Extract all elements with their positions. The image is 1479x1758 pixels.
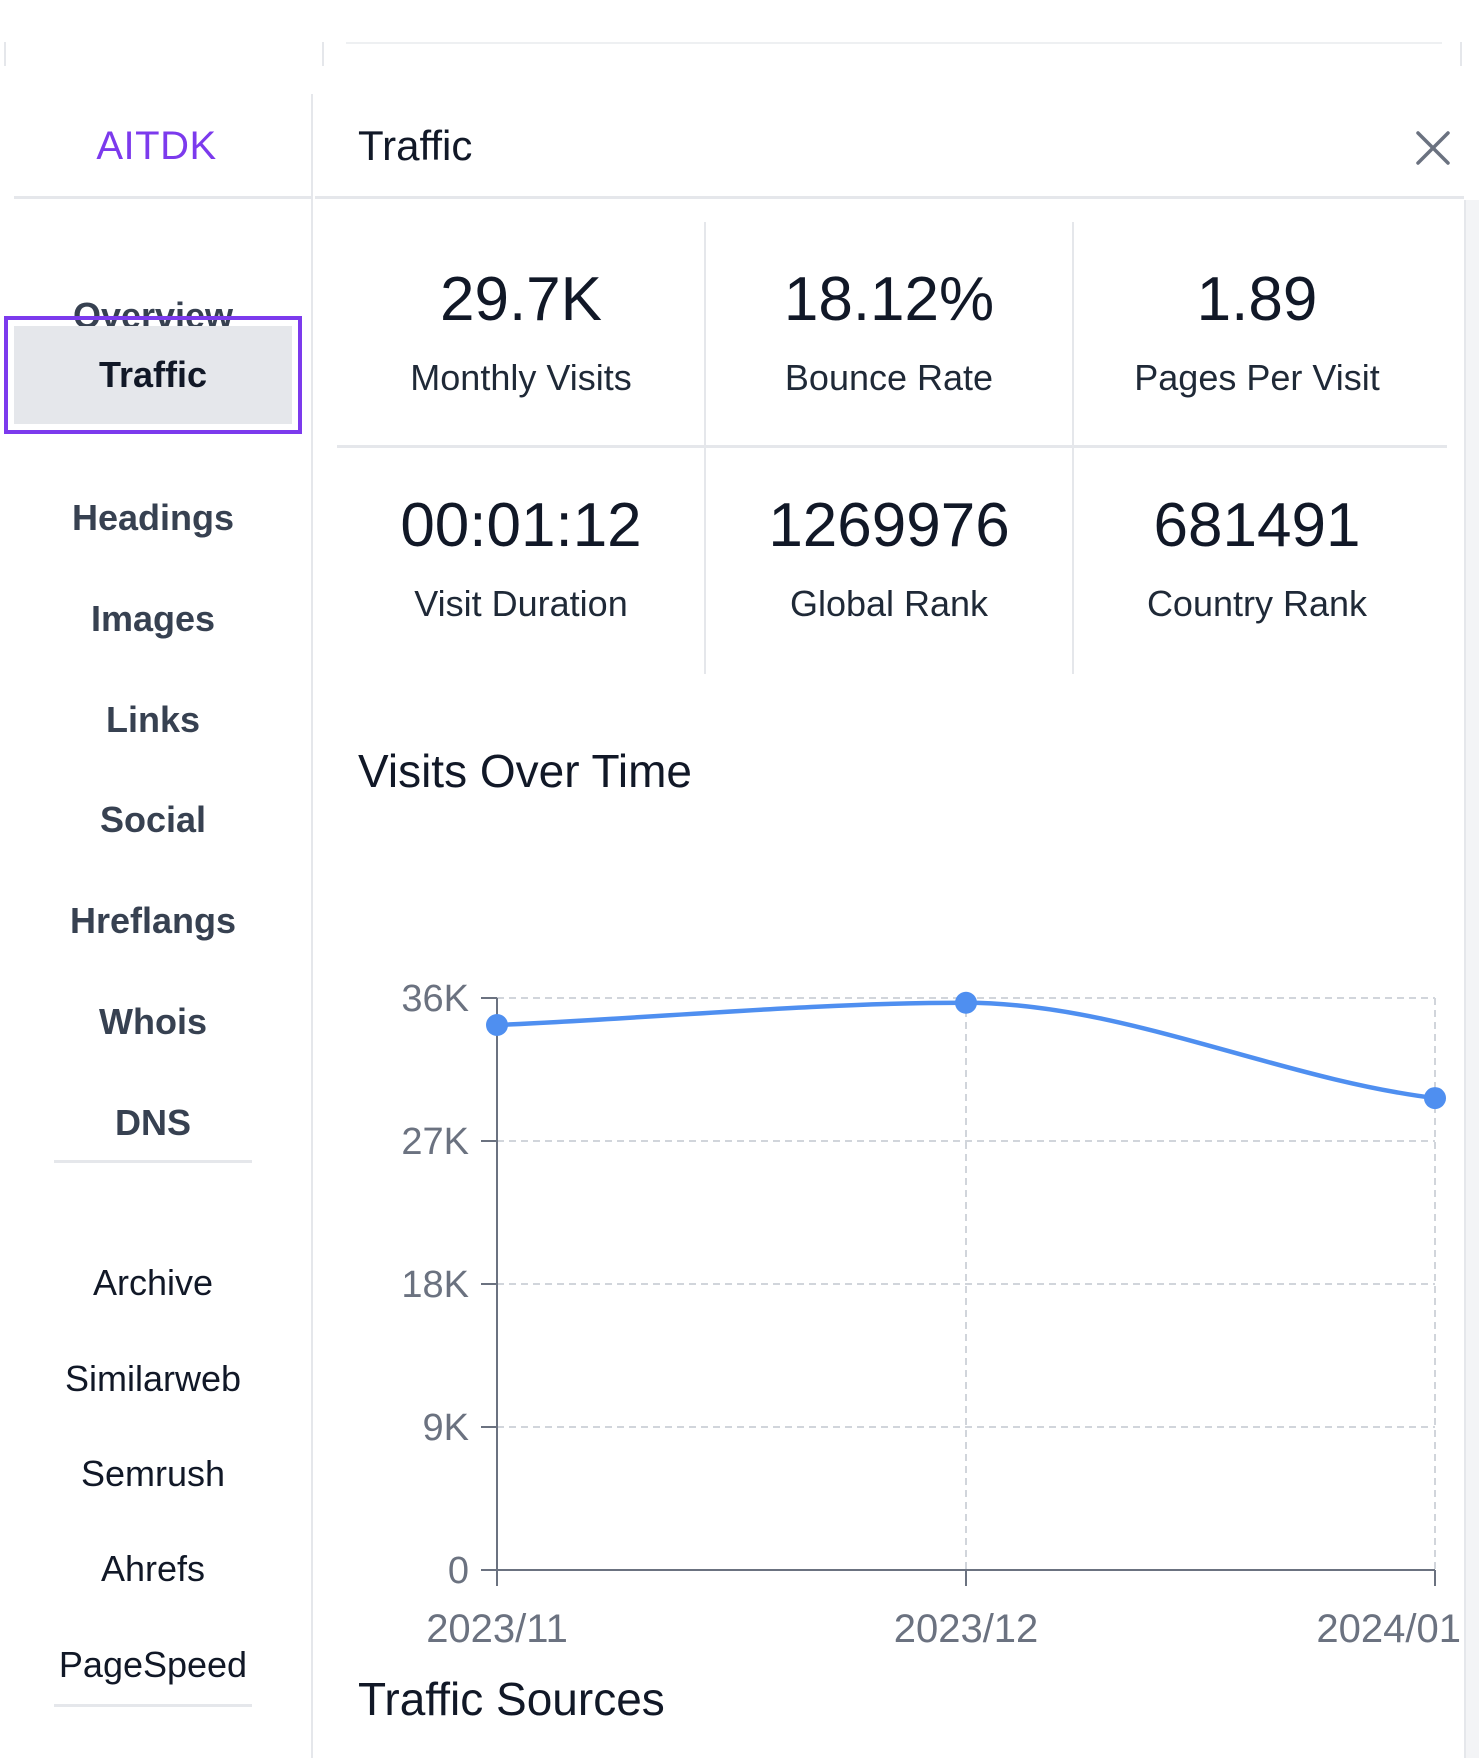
stat-value: 00:01:12 [400,491,642,560]
external-link-label: Archive [92,1262,214,1303]
panel-title: Traffic [358,122,473,169]
x-tick-label: 2023/11 [426,1607,568,1651]
stat-global-rank: 1269976 Global Rank [705,448,1073,672]
stat-label: Bounce Rate [784,357,994,398]
stat-visit-duration: 00:01:12 Visit Duration [337,448,705,672]
stat-label: Visit Duration [414,583,628,624]
stat-monthly-visits: 29.7K Monthly Visits [337,222,705,446]
data-point [955,991,977,1014]
external-link-label: Semrush [80,1453,226,1494]
stat-value: 29.7K [439,265,603,334]
visits-line-chart: 0 9K 18K 27K 36K 2023/11 2023/12 2024/01 [401,978,1461,1651]
external-link-semrush[interactable]: Semrush [4,1439,302,1509]
x-tick-label: 2024/01 [1316,1607,1461,1651]
divider [315,196,1464,199]
sidebar-item-links[interactable]: Links [4,677,302,763]
data-point [1424,1087,1446,1110]
y-tick-label: 27K [401,1121,469,1163]
sidebar-item-label: Social [99,799,207,840]
divider [337,445,1447,448]
stat-pages-per-visit: 1.89 Pages Per Visit [1073,222,1441,446]
y-tick-label: 9K [423,1407,469,1449]
sidebar-item-label: Whois [99,1001,207,1042]
stat-label: Pages Per Visit [1134,357,1380,398]
stat-label: Global Rank [789,583,989,624]
traffic-panel: Traffic 29.7K Monthly Visits 18.12% Boun… [315,94,1479,1758]
visits-over-time-title: Visits Over Time [358,745,692,797]
sidebar-item-traffic[interactable]: Traffic [4,316,302,434]
sidebar-item-headings[interactable]: Headings [4,475,302,561]
external-link-label: Ahrefs [100,1548,206,1589]
browser-top-strip [0,0,1479,70]
data-point [486,1014,508,1037]
close-icon [1416,131,1450,165]
divider [1072,222,1074,674]
external-link-archive[interactable]: Archive [4,1248,302,1318]
sidebar: AITDK Overview Traffic Headings Images L… [0,94,313,1758]
sidebar-item-images[interactable]: Images [4,576,302,662]
divider [14,196,312,199]
external-link-similarweb[interactable]: Similarweb [4,1344,302,1414]
sidebar-item-dns[interactable]: DNS [4,1080,302,1166]
divider [704,222,706,674]
x-tick-label: 2023/12 [894,1607,1039,1651]
sidebar-item-label: Traffic [98,354,208,395]
external-link-pagespeed[interactable]: PageSpeed [4,1630,302,1700]
external-link-ahrefs[interactable]: Ahrefs [4,1534,302,1604]
traffic-sources-title: Traffic Sources [358,1673,665,1725]
stat-value: 18.12% [783,265,995,334]
sidebar-item-hreflangs[interactable]: Hreflangs [4,878,302,964]
stat-value: 1269976 [768,491,1010,560]
scrollbar[interactable] [1464,200,1479,1758]
sidebar-item-whois[interactable]: Whois [4,979,302,1065]
brand-logo: AITDK [96,123,217,168]
divider [346,42,1442,44]
sidebar-item-social[interactable]: Social [4,777,302,863]
divider [1460,42,1462,66]
stat-label: Monthly Visits [410,357,632,398]
stat-bounce-rate: 18.12% Bounce Rate [705,222,1073,446]
stat-label: Country Rank [1146,583,1368,624]
stat-country-rank: 681491 Country Rank [1073,448,1441,672]
stats-grid: 29.7K Monthly Visits 18.12% Bounce Rate … [337,222,1447,674]
external-link-label: Similarweb [64,1358,242,1399]
y-tick-label: 18K [401,1264,469,1306]
sidebar-item-label: Images [90,598,216,639]
external-link-label: PageSpeed [58,1644,248,1685]
sidebar-item-label: Hreflangs [69,900,237,941]
divider [54,1160,252,1163]
sidebar-item-label: DNS [114,1102,191,1143]
stat-value: 681491 [1153,491,1361,560]
close-button[interactable] [1407,122,1459,174]
sidebar-item-label: Headings [71,497,235,538]
sidebar-item-label: Links [105,699,201,740]
stat-value: 1.89 [1196,265,1318,334]
divider [4,42,6,66]
divider [322,42,324,66]
y-tick-label: 36K [401,978,469,1020]
divider [54,1704,252,1707]
y-tick-label: 0 [448,1550,469,1592]
